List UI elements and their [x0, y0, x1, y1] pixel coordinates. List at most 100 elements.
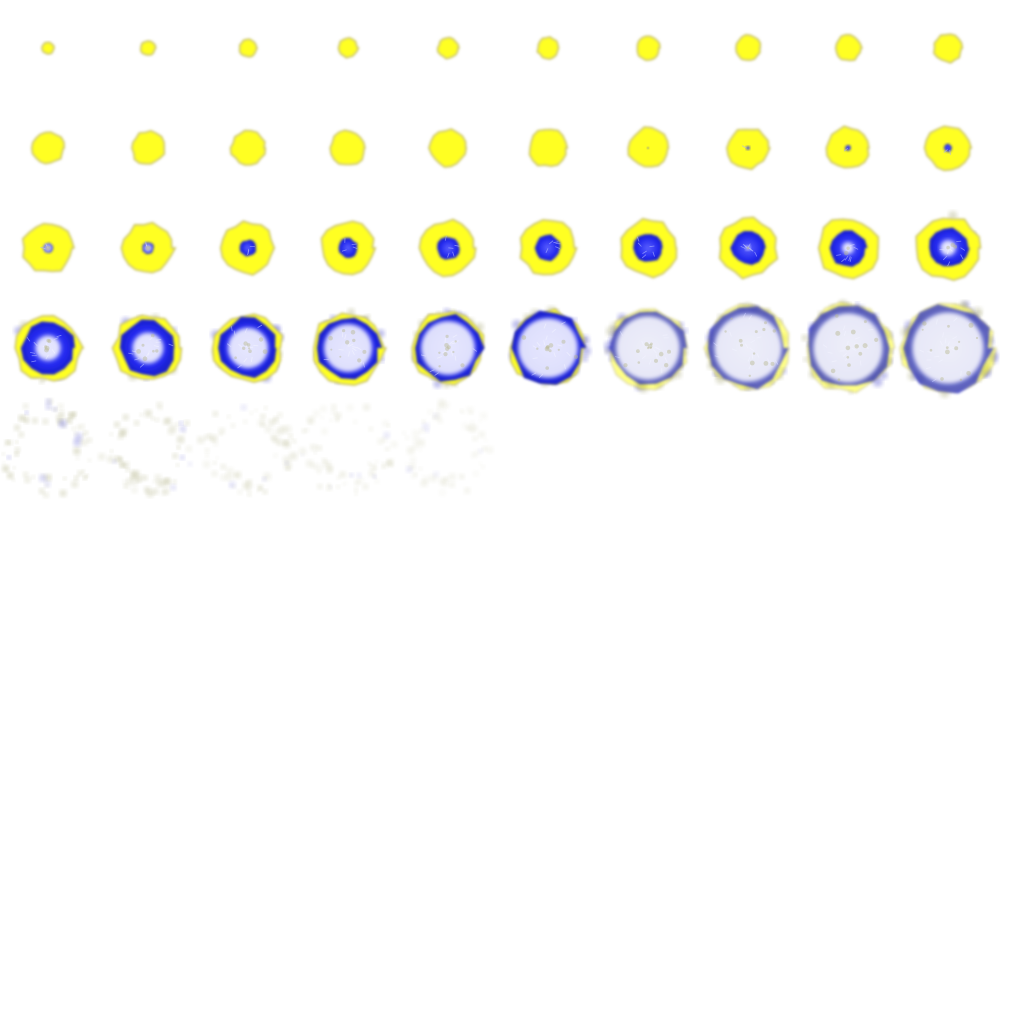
smoke-particle — [606, 326, 616, 336]
smoke-particle — [152, 349, 155, 353]
fire-ball — [229, 129, 267, 166]
smoke-particle — [940, 377, 944, 381]
smoke-particle — [232, 485, 236, 489]
plasma-core — [338, 237, 358, 258]
smoke-particle — [256, 489, 261, 493]
sprite-frame — [620, 217, 678, 279]
smoke-particle — [150, 416, 155, 421]
smoke-particle — [220, 474, 227, 481]
smoke-particle — [846, 356, 850, 359]
smoke-particle — [65, 418, 70, 423]
sprite-frame — [21, 222, 75, 273]
smoke-particle — [187, 461, 193, 467]
smoke-particle — [847, 363, 851, 367]
smoke-particle — [44, 345, 50, 351]
smoke-particle — [59, 489, 67, 497]
core-streak — [848, 256, 851, 262]
smoke-particle — [14, 447, 20, 453]
smoke-particle — [349, 473, 354, 478]
core-streak — [447, 252, 450, 258]
smoke-particle — [162, 418, 169, 425]
smoke-particle — [846, 246, 850, 250]
sprite-frame — [238, 38, 259, 58]
smoke-particle — [277, 412, 283, 418]
smoke-particle — [301, 428, 307, 434]
smoke-particle — [335, 419, 339, 423]
smoke-particle — [43, 492, 49, 499]
hollow-center — [912, 312, 984, 384]
sprite-frame — [726, 128, 771, 171]
sprite-frame — [139, 40, 157, 56]
smoke-particle — [146, 489, 154, 498]
smoke-particle — [959, 378, 963, 381]
smoke-particle — [155, 349, 159, 353]
smoke-particle — [764, 321, 767, 325]
smoke-particle — [353, 419, 358, 425]
smoke-particle — [319, 405, 327, 413]
plasma-core — [647, 147, 649, 149]
smoke-particle — [357, 477, 364, 484]
smoke-particle — [724, 330, 727, 333]
smoke-particle — [122, 479, 128, 484]
smoke-particle — [754, 330, 758, 334]
smoke-particle — [6, 455, 11, 460]
smoke-particle — [71, 426, 76, 431]
smoke-particle — [748, 374, 751, 377]
smoke-particle — [132, 470, 141, 478]
smoke-particle — [479, 412, 488, 420]
smoke-particle — [276, 439, 284, 447]
smoke-particle — [354, 487, 359, 492]
smoke-particle — [418, 448, 422, 452]
sprite-frame — [825, 125, 870, 169]
smoke-particle — [119, 432, 126, 439]
smoke-particle — [18, 431, 25, 438]
smoke-particle — [545, 345, 550, 350]
smoke-particle — [226, 467, 234, 476]
fire-ball — [329, 129, 366, 166]
smoke-particle — [650, 342, 653, 346]
smoke-particle — [330, 348, 333, 351]
core-streak — [949, 149, 951, 155]
smoke-particle — [968, 322, 974, 328]
smoke-particle — [314, 464, 323, 472]
core-streak — [641, 254, 647, 259]
smoke-particle — [472, 470, 479, 477]
smoke-particle — [268, 419, 275, 426]
smoke-particle — [248, 349, 252, 354]
smoke-particle — [113, 421, 120, 428]
smoke-particle — [845, 345, 851, 351]
hollow-center — [714, 314, 782, 382]
core-streak — [637, 242, 642, 247]
smoke-particle — [116, 456, 123, 464]
sprite-frame — [98, 401, 193, 498]
smoke-particle — [306, 416, 315, 425]
smoke-particle — [172, 453, 178, 459]
fire-ball — [337, 37, 360, 59]
smoke-particle — [59, 410, 65, 416]
smoke-particle — [445, 346, 450, 351]
core-streak — [754, 251, 758, 257]
smoke-particle — [202, 460, 211, 469]
smoke-particle — [14, 452, 19, 457]
core-streak — [844, 255, 849, 261]
smoke-particle — [273, 418, 279, 424]
smoke-particle — [39, 378, 45, 384]
smoke-particle — [204, 434, 211, 441]
smoke-particle — [2, 461, 6, 465]
fire-ball — [528, 128, 569, 168]
smoke-particle — [362, 403, 371, 411]
smoke-particle — [158, 406, 163, 411]
sprite-frame — [627, 126, 670, 168]
smoke-particle — [137, 474, 145, 482]
smoke-particle — [218, 427, 226, 435]
smoke-particle — [344, 481, 348, 486]
smoke-particle — [317, 483, 323, 490]
smoke-particle — [342, 329, 346, 333]
smoke-particle — [286, 466, 291, 471]
smoke-particle — [667, 349, 671, 354]
core-streak — [843, 147, 849, 152]
smoke-particle — [119, 461, 126, 468]
fire-ball — [933, 33, 964, 64]
smoke-particle — [536, 347, 539, 350]
smoke-particle — [356, 472, 362, 478]
